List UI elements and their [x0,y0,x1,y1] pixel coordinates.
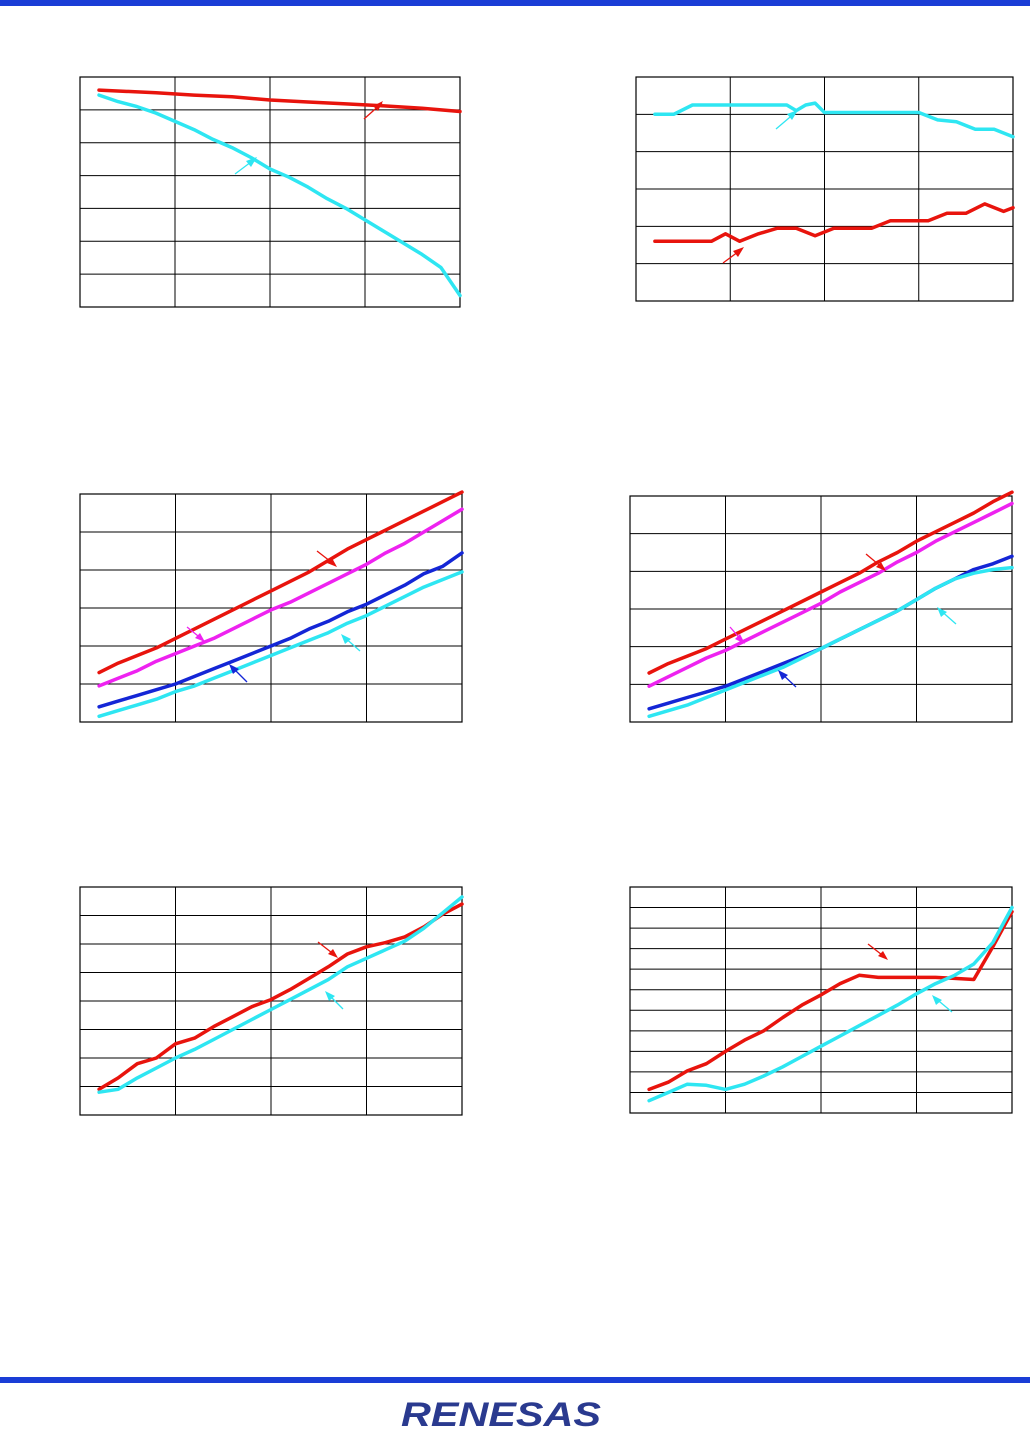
series-arrowhead-cyan [341,634,351,644]
renesas-logo-text: RENESAS [401,1396,601,1432]
series-line-blue [97,551,464,709]
series-arrowhead-blue [229,664,239,674]
series-arrowhead-red [328,949,338,958]
series-arrowhead-cyan [937,607,947,617]
series-line-magenta [97,507,464,688]
series-line-red [647,490,1014,675]
series-arrowhead-red [876,562,886,571]
header-rule [0,0,1030,6]
series-line-cyan [647,905,1014,1103]
chart-1 [79,76,462,308]
series-line-cyan [653,101,1015,139]
footer-rule [0,1377,1030,1383]
series-line-magenta [647,501,1014,688]
series-arrowhead-cyan [246,157,257,167]
renesas-logo: RENESAS [401,1396,601,1432]
series-line-cyan [97,570,464,719]
chart-3 [79,490,464,723]
chart-6 [629,886,1014,1114]
series-line-cyan [647,565,1014,719]
series-arrowhead-red [327,558,337,567]
series-line-red [97,88,462,114]
series-line-red [97,902,464,1092]
series-arrowhead-cyan [932,995,942,1005]
series-line-red [653,202,1015,244]
series-line-cyan [97,895,464,1094]
chart-4 [629,490,1014,723]
series-arrowhead-blue [778,670,788,680]
series-arrowhead-magenta [195,633,205,642]
series-arrowhead-red [878,951,888,960]
chart-2 [635,76,1015,302]
series-arrowhead-red [733,247,744,257]
chart-5 [79,886,464,1116]
series-line-cyan [97,93,462,298]
series-line-red [97,490,464,675]
series-arrowhead-cyan [325,991,335,1001]
series-arrowhead-cyan [787,110,798,120]
series-arrowhead-red [373,101,383,111]
series-arrowhead-magenta [735,634,745,644]
